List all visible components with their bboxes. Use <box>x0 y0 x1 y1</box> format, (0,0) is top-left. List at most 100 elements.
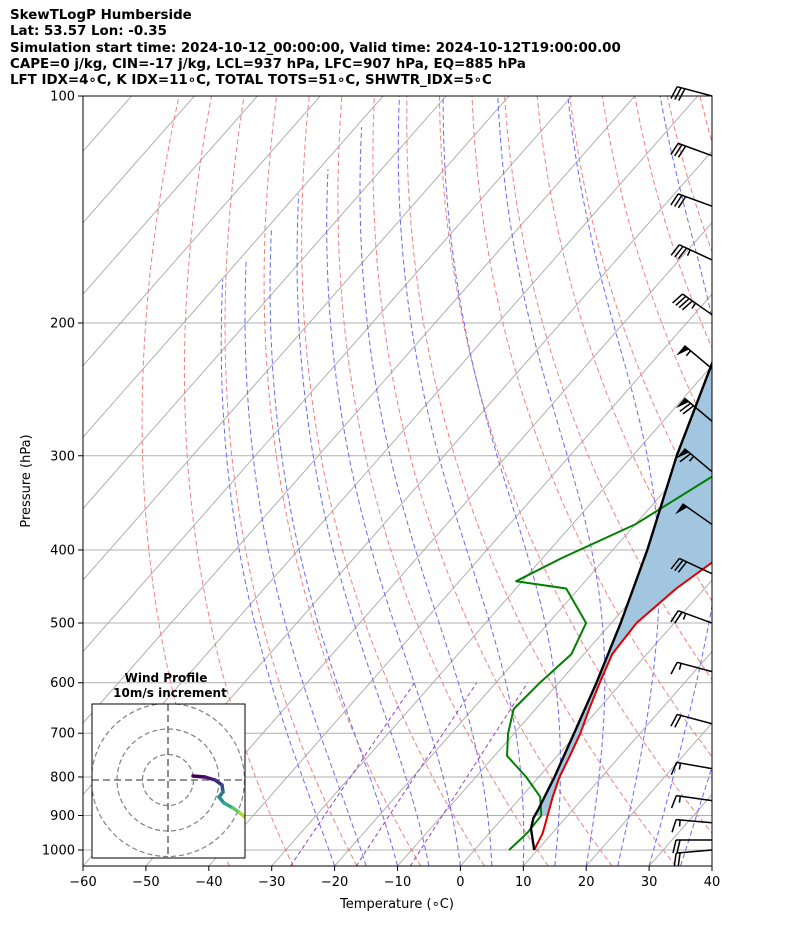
dry-adiabat <box>337 96 549 866</box>
x-axis-label: Temperature (∘C) <box>339 897 454 912</box>
isotherm-line <box>397 507 712 866</box>
isotherm-line <box>0 96 69 866</box>
dry-adiabat <box>263 96 422 866</box>
moist-adiabat <box>567 96 660 866</box>
wind-barb <box>670 85 713 101</box>
wind-barb <box>673 849 713 867</box>
mixing-ratio-line <box>355 682 478 866</box>
chart-header: SkewTLogP Humberside Lat: 53.57 Lon: -0.… <box>10 8 621 89</box>
moist-adiabat <box>220 279 336 866</box>
x-tick-label: 0 <box>456 875 464 890</box>
wind-barb <box>670 193 713 209</box>
wind-barb <box>676 397 713 422</box>
wind-barb <box>670 557 713 575</box>
isotherm-line <box>522 650 712 866</box>
moist-adiabat <box>269 228 398 866</box>
moist-adiabat <box>326 169 461 866</box>
x-tick-label: 30 <box>641 875 658 890</box>
dry-adiabat <box>732 96 794 866</box>
moist-adiabat <box>359 127 493 866</box>
mixing-ratio-line <box>290 682 415 866</box>
isotherm-line <box>83 96 573 653</box>
dry-adiabat <box>301 96 485 866</box>
y-tick-label: 600 <box>50 676 75 691</box>
moist-adiabat <box>497 96 606 866</box>
hodograph-title: Wind Profile <box>125 671 208 685</box>
dry-adiabat <box>372 96 613 866</box>
isotherm-line <box>83 96 447 510</box>
hodograph-segment <box>238 811 245 820</box>
wind-barb <box>672 839 712 854</box>
indices-line: LFT IDX=4∘C, K IDX=11∘C, TOTAL TOTS=51∘C… <box>10 73 492 89</box>
isotherm-line <box>208 293 712 866</box>
isotherm-line <box>334 436 712 866</box>
hodograph-frame <box>91 703 246 859</box>
x-tick-label: 20 <box>578 875 595 890</box>
isotherm-line <box>83 96 636 724</box>
moist-adiabat <box>442 96 561 866</box>
dry-adiabat <box>183 96 294 866</box>
location-line: Lat: 53.57 Lon: -0.35 <box>10 24 167 40</box>
parcel-line <box>529 360 712 851</box>
wind-barb <box>671 818 713 833</box>
x-tick-label: −40 <box>195 875 222 890</box>
y-tick-label: 400 <box>50 543 75 558</box>
wind-barb <box>670 661 713 675</box>
isotherm-line <box>83 96 510 581</box>
chart-title: SkewTLogP Humberside <box>10 8 192 23</box>
y-axis-label: Pressure (hPa) <box>19 434 34 527</box>
moist-adiabat <box>680 765 712 866</box>
isotherm-line <box>460 579 712 866</box>
wind-barb <box>670 761 713 775</box>
wind-barb <box>670 142 713 158</box>
y-tick-label: 500 <box>50 617 75 632</box>
dry-adiabat <box>765 96 794 866</box>
y-tick-label: 1000 <box>42 844 75 859</box>
isotherm-line <box>145 222 712 866</box>
isotherm-line <box>83 96 321 367</box>
x-tick-label: 10 <box>515 875 532 890</box>
dry-adiabat <box>224 96 358 866</box>
x-tick-label: −30 <box>258 875 285 890</box>
isotherm-line <box>775 96 794 866</box>
dry-adiabat <box>406 96 677 866</box>
isotherm-line <box>585 722 712 866</box>
isotherm-line <box>83 96 384 438</box>
time-line: Simulation start time: 2024-10-12_00:00:… <box>10 40 621 56</box>
wind-barb <box>676 345 713 370</box>
isotherm-line <box>711 865 712 866</box>
y-tick-label: 300 <box>50 449 75 464</box>
moist-adiabat <box>244 259 367 866</box>
wind-barb <box>670 244 713 261</box>
moist-adiabat <box>296 194 430 866</box>
wind-barb <box>670 713 713 728</box>
mixing-ratio-line <box>409 682 529 866</box>
wind-barb <box>670 610 713 624</box>
hodograph-segment <box>191 774 207 779</box>
y-tick-label: 200 <box>50 316 75 331</box>
wind-barb <box>672 293 713 316</box>
isotherm-line <box>0 96 6 866</box>
x-tick-label: −20 <box>321 875 348 890</box>
wind-barb <box>670 794 713 809</box>
dry-adiabat <box>699 96 712 144</box>
moist-adiabat <box>711 864 712 866</box>
wind-barb <box>676 448 713 473</box>
y-tick-label: 900 <box>50 809 75 824</box>
y-tick-label: 100 <box>50 90 75 105</box>
x-tick-label: −10 <box>384 875 411 890</box>
y-tick-label: 700 <box>50 727 75 742</box>
hodograph-subtitle: 10m/s increment <box>113 686 227 700</box>
dry-adiabat <box>471 96 712 758</box>
wind-barb <box>675 503 713 526</box>
x-tick-label: −60 <box>69 875 96 890</box>
isotherm-line <box>271 364 712 866</box>
dewpoint-line <box>506 475 712 851</box>
y-tick-label: 800 <box>50 770 75 785</box>
x-tick-label: −50 <box>132 875 159 890</box>
cape-line: CAPE=0 j/kg, CIN=-17 j/kg, LCL=937 hPa, … <box>10 56 526 72</box>
dry-adiabat <box>536 96 712 602</box>
dry-adiabat <box>438 96 712 834</box>
temperature-line <box>533 561 712 851</box>
